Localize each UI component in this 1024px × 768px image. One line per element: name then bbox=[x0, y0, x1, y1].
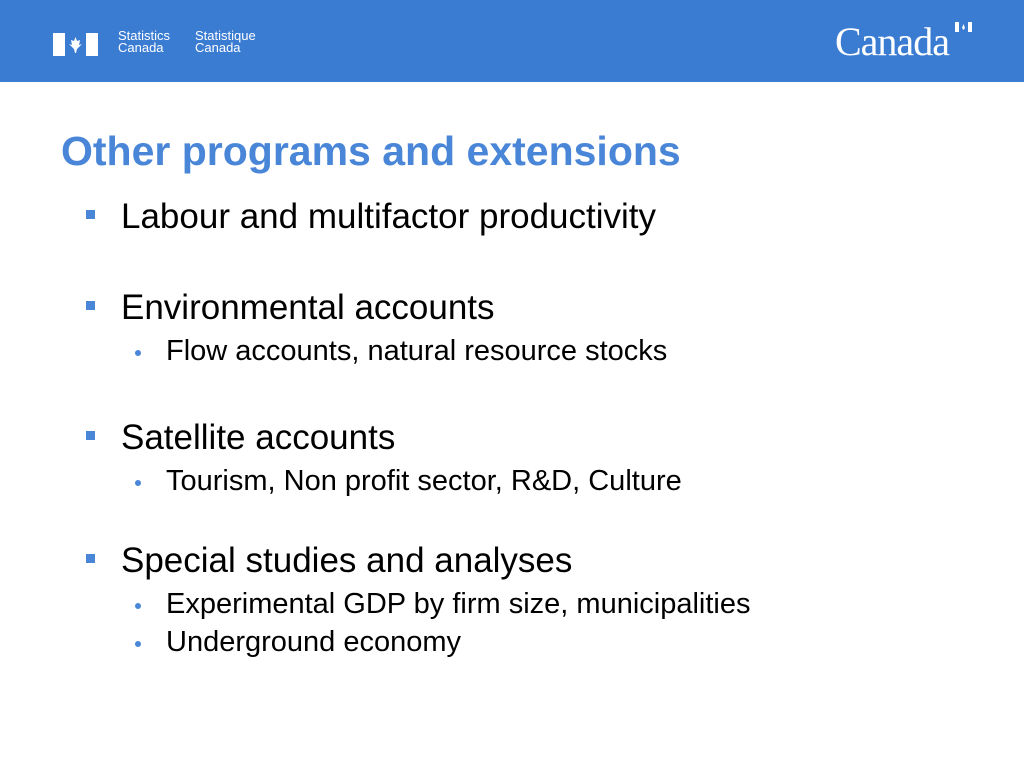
canada-wordmark: Canada bbox=[835, 19, 950, 64]
logo-text: Canada bbox=[195, 40, 241, 55]
logo-text: Statistique bbox=[195, 28, 256, 43]
sub-list-item: Experimental GDP by firm size, municipal… bbox=[166, 588, 751, 620]
bullet-square-icon bbox=[86, 554, 95, 563]
bullet-dot-icon bbox=[135, 603, 141, 609]
list-item: Environmental accounts bbox=[121, 288, 495, 327]
header-bar: Statistics Canada Statistique Canada Can… bbox=[0, 0, 1024, 82]
list-item: Labour and multifactor productivity bbox=[121, 197, 656, 236]
canada-flag-icon bbox=[53, 33, 98, 56]
sub-list-item: Flow accounts, natural resource stocks bbox=[166, 335, 668, 367]
sub-list-item: Tourism, Non profit sector, R&D, Culture bbox=[166, 465, 682, 497]
statistics-canada-logo: Statistics Canada bbox=[118, 28, 171, 55]
slide-title: Other programs and extensions bbox=[61, 128, 681, 174]
bullet-square-icon bbox=[86, 431, 95, 440]
bullet-dot-icon bbox=[135, 641, 141, 647]
bullet-dot-icon bbox=[135, 480, 141, 486]
list-item: Satellite accounts bbox=[121, 418, 396, 457]
bullet-square-icon bbox=[86, 210, 95, 219]
bullet-dot-icon bbox=[135, 350, 141, 356]
sub-list-item: Underground economy bbox=[166, 626, 462, 658]
logo-text: Canada bbox=[118, 40, 164, 55]
bullet-square-icon bbox=[86, 301, 95, 310]
statistique-canada-logo: Statistique Canada bbox=[195, 28, 256, 55]
logo-text: Statistics bbox=[118, 28, 171, 43]
list-item: Special studies and analyses bbox=[121, 541, 573, 580]
wordmark-flag-icon bbox=[955, 22, 972, 32]
